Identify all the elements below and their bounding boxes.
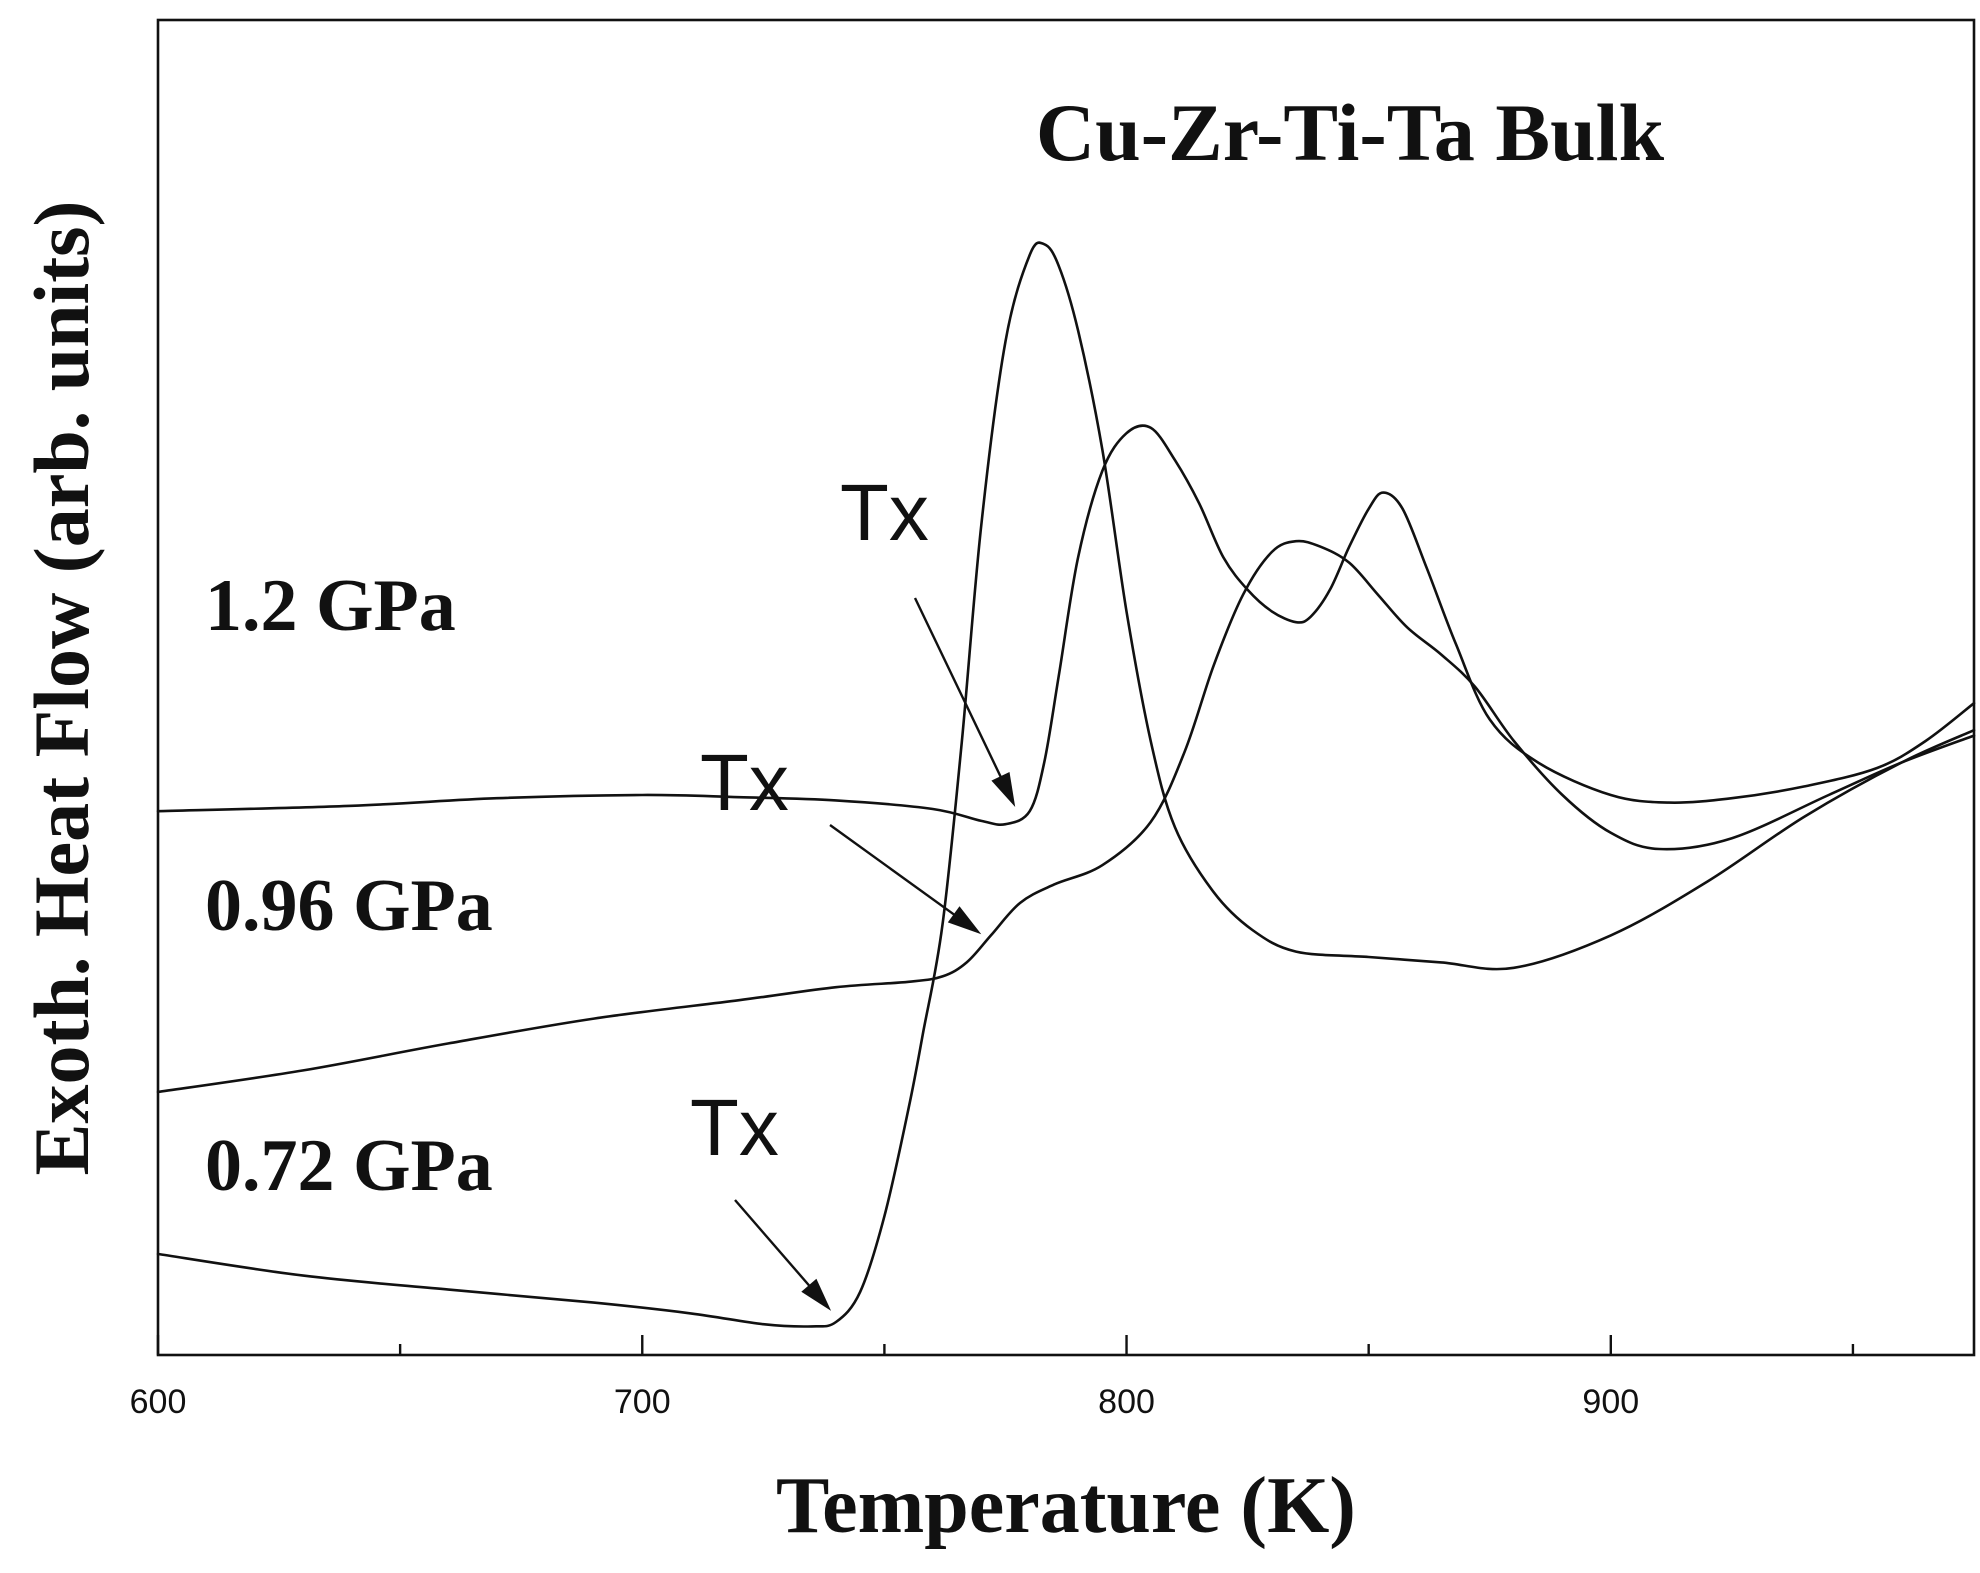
- series-0-96-gpa-label: 0.96 GPa: [205, 865, 493, 947]
- tx-arrow-shaft: [734, 1199, 814, 1291]
- tx-arrow-head: [991, 772, 1016, 807]
- series-1-2-gpa-line: [156, 424, 1976, 827]
- series-labels: 1.2 GPa 0.96 GPa 0.72 GPa: [205, 565, 493, 1207]
- plot-frame: [156, 18, 1976, 1357]
- series-1-2-gpa-label: 1.2 GPa: [205, 565, 456, 647]
- x-axis-ticks: [156, 1335, 1855, 1355]
- x-tick-label: 700: [614, 1383, 671, 1421]
- x-tick-label: 800: [1098, 1383, 1155, 1421]
- chart-title: Cu-Zr-Ti-Ta Bulk: [1036, 87, 1665, 178]
- x-tick-label: 600: [130, 1383, 187, 1421]
- tx-annotation-label: Tx: [700, 738, 789, 827]
- x-axis-tick-labels: 600 700 800 900: [130, 1383, 1640, 1421]
- tx-annotation-label: Tx: [840, 468, 929, 557]
- x-tick-label: 900: [1582, 1383, 1639, 1421]
- tx-arrow-head: [801, 1278, 832, 1311]
- y-axis-label: Exoth. Heat Flow (arb. units): [18, 201, 105, 1176]
- series-0-72-gpa-line: [156, 241, 1976, 1328]
- x-axis-label: Temperature (K): [776, 1462, 1356, 1550]
- data-series: [156, 241, 1976, 1328]
- series-0-96-gpa-line: [156, 539, 1976, 1094]
- tx-arrow-shaft: [829, 824, 960, 919]
- tx-arrow-head: [947, 906, 982, 935]
- tx-annotation-label: Tx: [690, 1083, 779, 1172]
- annotations: Tx Tx Tx: [690, 468, 1016, 1311]
- plot-area: [156, 18, 1976, 1357]
- series-0-72-gpa-label: 0.72 GPa: [205, 1125, 493, 1207]
- tx-arrow-shaft: [913, 597, 1005, 783]
